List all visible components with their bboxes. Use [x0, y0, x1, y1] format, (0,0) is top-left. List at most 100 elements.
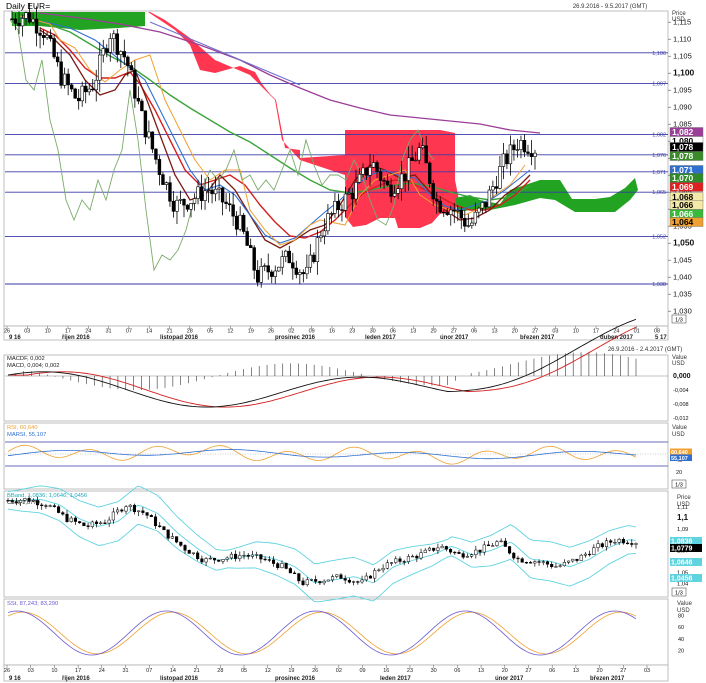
- ichimoku-cloud-green-2: [455, 178, 638, 212]
- bb-candle-body: [512, 552, 516, 559]
- bottom-month-label: leden 2017: [380, 676, 411, 682]
- candle-body: [512, 144, 516, 151]
- bb-candle-body: [440, 546, 444, 549]
- candle-body: [136, 97, 141, 102]
- date-tick-label: 03: [24, 329, 30, 335]
- bb-candle-body: [217, 559, 221, 562]
- candle-body: [529, 153, 534, 157]
- bb-candle-body: [368, 575, 373, 579]
- bb-candle-body: [474, 549, 478, 556]
- bb-candle-body: [406, 556, 410, 562]
- bb-zoom-badge[interactable]: [671, 587, 687, 597]
- candle-body: [480, 202, 485, 209]
- bb-candle-body: [575, 558, 579, 561]
- month-label: 9 16: [9, 335, 21, 341]
- month-label: listopad 2016: [160, 335, 199, 341]
- bb-candle-body: [301, 580, 305, 585]
- candle-body: [294, 267, 299, 275]
- bb-candle-body: [284, 563, 288, 569]
- bb-candle-body: [381, 568, 385, 571]
- candle-body: [519, 140, 523, 150]
- bottom-date-tick-label: 06: [549, 668, 555, 674]
- bb-candle-body: [588, 553, 592, 556]
- bb-candle-body: [250, 554, 255, 557]
- candle-body: [192, 198, 197, 204]
- candle-body: [526, 151, 530, 154]
- bb-candle-body: [208, 557, 212, 560]
- candle-body: [463, 217, 467, 227]
- bb-candle-body: [373, 570, 377, 579]
- candle-body: [13, 18, 18, 24]
- candle-body: [396, 188, 400, 194]
- bb-candle-body: [339, 574, 343, 579]
- rsi-title-2: MARSI, 55,107: [7, 432, 46, 438]
- bb-candle-body: [200, 558, 204, 563]
- bb-candle-body: [57, 506, 61, 513]
- stoch-tick-label: 20: [678, 648, 684, 654]
- stochastic-chart: 80 60 40 20: [7, 610, 684, 656]
- bb-candle-body: [499, 540, 503, 543]
- bb-candle-body: [554, 566, 558, 568]
- stoch-k-line: [7, 610, 637, 656]
- bb-value-tag-label: 1,0779: [671, 546, 693, 553]
- candle-body: [69, 84, 74, 90]
- price-tag-label: 1,070: [672, 173, 694, 183]
- level-line-label: 1,106: [652, 51, 666, 57]
- candle-body: [213, 188, 218, 195]
- stoch-value-label: Value: [677, 601, 693, 607]
- bb-candle-body: [558, 565, 562, 567]
- bb-candle-body: [276, 563, 280, 569]
- bottom-date-tick-label: 02: [336, 668, 342, 674]
- bb-candle-body: [137, 510, 141, 513]
- candle-body: [76, 97, 81, 102]
- bb-candle-body: [541, 561, 545, 563]
- candle-body: [24, 12, 28, 19]
- candle-body: [62, 73, 67, 86]
- bb-candle-body: [99, 522, 103, 524]
- candle-body: [217, 187, 221, 190]
- bb-candle-body: [604, 540, 609, 548]
- axis-tick-label: 1,105: [673, 52, 692, 61]
- bb-candle-body: [508, 546, 512, 554]
- candle-body: [27, 12, 32, 23]
- candle-body: [161, 174, 165, 185]
- bottom-date-tick-label: 30: [431, 668, 437, 674]
- date-tick-label: 16: [329, 329, 335, 335]
- candle-body: [315, 237, 320, 262]
- bb-candle-body: [116, 509, 120, 513]
- bb-candle-body: [432, 547, 436, 551]
- bb-candle-body: [495, 541, 499, 546]
- main-zoom-badge-label: 1/3: [675, 318, 683, 324]
- candle-body: [308, 254, 313, 268]
- bb-candle-body: [238, 555, 242, 559]
- bb-candle-body: [293, 572, 297, 575]
- bb-middle-band: [8, 498, 637, 584]
- rsi-zoom-badge[interactable]: [671, 479, 687, 489]
- bb-candle-body: [14, 501, 18, 503]
- macd-title-2: MACD, 0,004; 0,002: [7, 363, 60, 369]
- candle-body: [52, 38, 56, 58]
- bb-candle-body: [389, 562, 394, 564]
- bb-candle-body: [35, 500, 40, 506]
- main-date-axis: 26 03 10 17 24 31 07 14 21 28 05 12 19 26 02 09 16 23 30 06…: [4, 326, 667, 341]
- price-tag-label: 1,080: [672, 136, 694, 146]
- bb-candle-body: [175, 536, 179, 543]
- bottom-date-tick-label: 27: [620, 668, 626, 674]
- bb-candle-body: [69, 517, 73, 522]
- candle-body: [20, 18, 25, 27]
- level-line-label: 1,038: [652, 282, 666, 288]
- main-zoom-badge[interactable]: [671, 314, 687, 324]
- bottom-month-label: únor 2017: [495, 676, 524, 682]
- date-tick-label: 23: [349, 329, 355, 335]
- date-tick-label: 17: [593, 329, 599, 335]
- bb-candle-body: [61, 512, 65, 515]
- macd-tick-label: 0,000: [673, 373, 691, 380]
- rsi-value-label: Value: [672, 425, 688, 431]
- candle-body: [259, 266, 263, 283]
- date-tick-label: 13: [410, 329, 416, 335]
- candle-body: [122, 51, 127, 58]
- bb-candle-body: [385, 562, 389, 569]
- bb-candle-body: [482, 544, 486, 553]
- main-price-axis: 1,115 1,110 1,105 1,100 1,095 1,090 1,085 1,080…: [668, 18, 704, 316]
- candle-body: [364, 167, 369, 176]
